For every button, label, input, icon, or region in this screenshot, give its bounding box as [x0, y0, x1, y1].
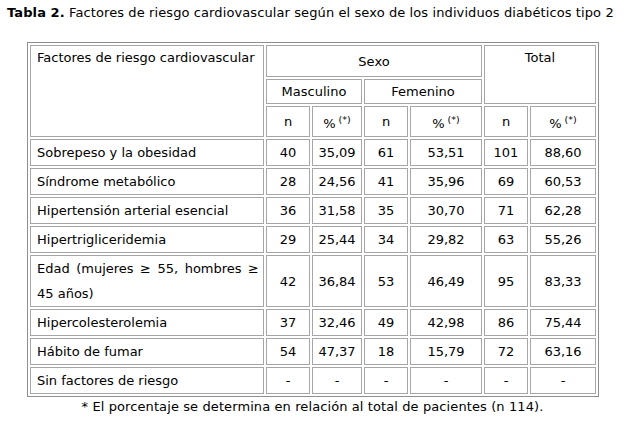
row-label-cell: Hipertensión arterial esencial: [30, 197, 264, 224]
value-cell: -: [484, 367, 528, 394]
value-cell: 69: [484, 168, 528, 195]
footnote: * El porcentaje se determina en relación…: [0, 399, 625, 414]
row-label-cell: Hipercolesterolemia: [30, 309, 264, 336]
value-cell: 88,60: [530, 139, 596, 166]
value-cell: 72: [484, 338, 528, 365]
value-cell: 53: [364, 255, 408, 307]
value-cell: 30,70: [410, 197, 482, 224]
risk-factors-table: Factores de riesgo cardiovascular Sexo T…: [27, 42, 599, 397]
value-cell: 101: [484, 139, 528, 166]
pct-symbol: %: [549, 116, 561, 131]
table-row: Hipercolesterolemia 37 32,46 49 42,98 86…: [30, 309, 596, 336]
value-cell: 31,58: [312, 197, 362, 224]
value-cell: -: [410, 367, 482, 394]
value-cell: 75,44: [530, 309, 596, 336]
value-cell: 71: [484, 197, 528, 224]
col-header-pct-total: % (*): [530, 106, 596, 137]
value-cell: 29: [266, 226, 310, 253]
value-cell: 35,09: [312, 139, 362, 166]
table-row: Hipertrigliceridemia 29 25,44 34 29,82 6…: [30, 226, 596, 253]
value-cell: 63,16: [530, 338, 596, 365]
pct-symbol: %: [323, 116, 335, 131]
col-header-n-total: n: [484, 106, 528, 137]
row-label-cell: Sin factores de riesgo: [30, 367, 264, 394]
value-cell: 83,33: [530, 255, 596, 307]
col-header-pct-masculino: % (*): [312, 106, 362, 137]
row-label-cell: Hipertrigliceridemia: [30, 226, 264, 253]
col-group-total: Total: [484, 45, 596, 104]
pct-footnote-marker: (*): [565, 114, 577, 125]
page: Tabla 2. Factores de riesgo cardiovascul…: [0, 0, 625, 424]
table-caption-text: Factores de riesgo cardiovascular según …: [65, 5, 614, 20]
value-cell: 41: [364, 168, 408, 195]
value-cell: 24,56: [312, 168, 362, 195]
pct-footnote-marker: (*): [448, 114, 460, 125]
pct-footnote-marker: (*): [339, 114, 351, 125]
col-group-sexo: Sexo: [266, 45, 482, 77]
row-label-cell: Hábito de fumar: [30, 338, 264, 365]
col-header-n-masculino: n: [266, 106, 310, 137]
value-cell: 29,82: [410, 226, 482, 253]
value-cell: 37: [266, 309, 310, 336]
value-cell: 28: [266, 168, 310, 195]
value-cell: 46,49: [410, 255, 482, 307]
table-row: Hipertensión arterial esencial 36 31,58 …: [30, 197, 596, 224]
value-cell: 36: [266, 197, 310, 224]
value-cell: 95: [484, 255, 528, 307]
col-header-pct-femenino: % (*): [410, 106, 482, 137]
table-row: Hábito de fumar 54 47,37 18 15,79 72 63,…: [30, 338, 596, 365]
col-header-masculino: Masculino: [266, 79, 362, 104]
value-cell: 40: [266, 139, 310, 166]
value-cell: 60,53: [530, 168, 596, 195]
value-cell: 42: [266, 255, 310, 307]
value-cell: -: [364, 367, 408, 394]
value-cell: 32,46: [312, 309, 362, 336]
table-row: Sobrepeso y la obesidad 40 35,09 61 53,5…: [30, 139, 596, 166]
table-caption-number: Tabla 2.: [7, 5, 65, 20]
value-cell: 35,96: [410, 168, 482, 195]
value-cell: 86: [484, 309, 528, 336]
value-cell: 35: [364, 197, 408, 224]
value-cell: 61: [364, 139, 408, 166]
value-cell: 42,98: [410, 309, 482, 336]
table-caption: Tabla 2. Factores de riesgo cardiovascul…: [7, 5, 623, 20]
value-cell: 54: [266, 338, 310, 365]
value-cell: 62,28: [530, 197, 596, 224]
col-header-n-femenino: n: [364, 106, 408, 137]
table-row: Edad (mujeres ≥ 55, hombres ≥ 45 años) 4…: [30, 255, 596, 307]
table-row: Síndrome metabólico 28 24,56 41 35,96 69…: [30, 168, 596, 195]
value-cell: 34: [364, 226, 408, 253]
value-cell: 25,44: [312, 226, 362, 253]
value-cell: -: [312, 367, 362, 394]
value-cell: 36,84: [312, 255, 362, 307]
row-label-cell: Edad (mujeres ≥ 55, hombres ≥ 45 años): [30, 255, 264, 307]
value-cell: -: [266, 367, 310, 394]
row-label-cell: Síndrome metabólico: [30, 168, 264, 195]
header-row-groups: Factores de riesgo cardiovascular Sexo T…: [30, 45, 596, 77]
value-cell: 18: [364, 338, 408, 365]
value-cell: -: [530, 367, 596, 394]
value-cell: 15,79: [410, 338, 482, 365]
row-label-cell: Sobrepeso y la obesidad: [30, 139, 264, 166]
value-cell: 47,37: [312, 338, 362, 365]
table-row: Sin factores de riesgo - - - - - -: [30, 367, 596, 394]
pct-symbol: %: [432, 116, 444, 131]
value-cell: 63: [484, 226, 528, 253]
value-cell: 53,51: [410, 139, 482, 166]
col-header-factores: Factores de riesgo cardiovascular: [30, 45, 264, 137]
value-cell: 55,26: [530, 226, 596, 253]
value-cell: 49: [364, 309, 408, 336]
col-header-femenino: Femenino: [364, 79, 482, 104]
